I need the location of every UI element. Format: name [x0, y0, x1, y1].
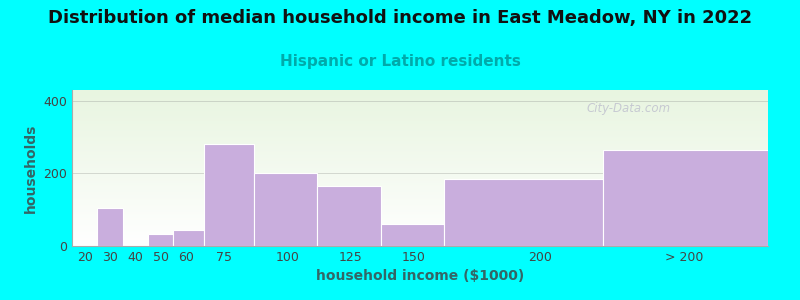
Bar [444, 179, 603, 246]
Bar [254, 173, 318, 246]
X-axis label: household income ($1000): household income ($1000) [316, 269, 524, 284]
Bar [98, 208, 122, 246]
Bar [381, 224, 444, 246]
Bar [148, 234, 174, 246]
Text: Hispanic or Latino residents: Hispanic or Latino residents [279, 54, 521, 69]
Text: Distribution of median household income in East Meadow, NY in 2022: Distribution of median household income … [48, 9, 752, 27]
Bar [603, 150, 768, 246]
Y-axis label: households: households [24, 123, 38, 213]
Bar [318, 186, 381, 246]
Bar [204, 144, 254, 246]
Text: City-Data.com: City-Data.com [586, 102, 671, 115]
Bar [174, 230, 204, 246]
